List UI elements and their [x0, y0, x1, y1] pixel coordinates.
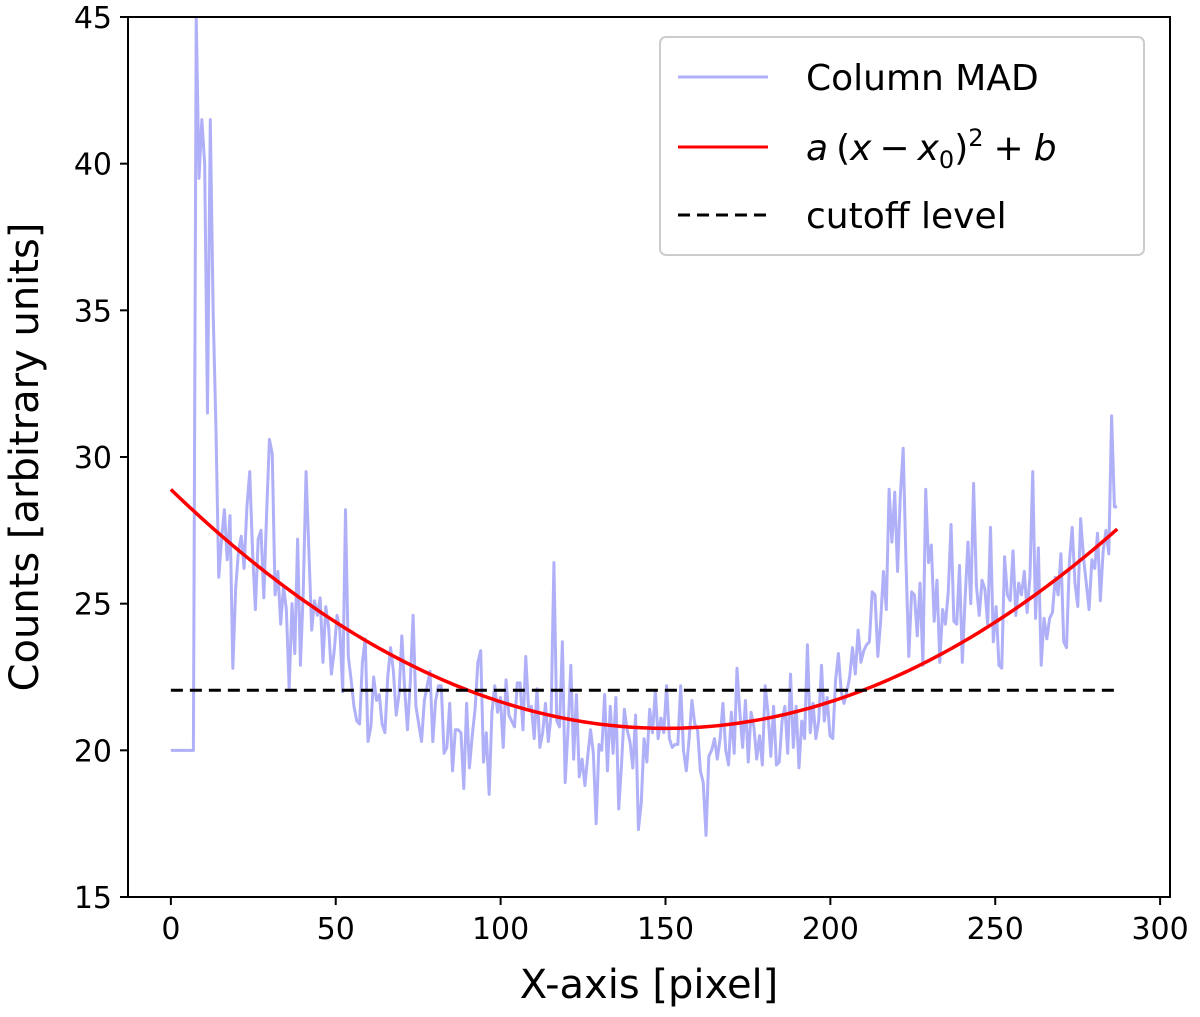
y-axis: 15 20 25 30 35 40 45	[74, 1, 128, 916]
x-axis: 0 50 100 150 200 250 300	[161, 897, 1189, 947]
fit-minus: −	[879, 128, 909, 169]
x-tick-label: 300	[1131, 912, 1188, 947]
series-line-column-mad	[170, 17, 1118, 837]
y-tick-label: 45	[74, 1, 112, 36]
fit-term-a: a	[806, 128, 828, 169]
fit-term-x0: x	[917, 128, 940, 169]
series-group	[169, 17, 1119, 837]
x-tick-label: 200	[802, 912, 859, 947]
legend-label-fit: a (x − x0)2 + b	[806, 124, 1057, 174]
x-axis-label: X-axis [pixel]	[520, 962, 779, 1008]
x-tick-label: 250	[967, 912, 1024, 947]
y-tick-label: 35	[74, 294, 112, 329]
fit-lparen: (	[836, 128, 850, 169]
legend-frame	[659, 36, 1145, 256]
fit-plus: +	[994, 128, 1024, 169]
y-axis-label: Counts [arbitrary units]	[2, 223, 48, 692]
x-tick-label: 50	[317, 912, 355, 947]
legend-label-cutoff: cutoff level	[806, 196, 1007, 237]
y-tick-label: 40	[74, 148, 112, 183]
y-tick-label: 20	[74, 734, 112, 769]
legend: Column MAD a (x − x0)2 + b cutoff level	[659, 36, 1145, 256]
fit-term-b: b	[1034, 128, 1057, 169]
y-tick-label: 25	[74, 588, 112, 623]
y-tick-label: 15	[74, 881, 112, 916]
x-tick-label: 100	[472, 912, 529, 947]
fit-rparen: )	[954, 128, 968, 169]
fit-term-x: x	[849, 128, 872, 169]
plot-area	[169, 17, 1119, 837]
x-tick-label: 0	[161, 912, 180, 947]
legend-label-column-mad: Column MAD	[806, 58, 1039, 99]
fit-superscript: 2	[968, 124, 983, 152]
x-tick-label: 150	[637, 912, 694, 947]
y-tick-label: 30	[74, 441, 112, 476]
series-line-fit	[169, 488, 1119, 731]
fit-subscript: 0	[939, 146, 954, 174]
